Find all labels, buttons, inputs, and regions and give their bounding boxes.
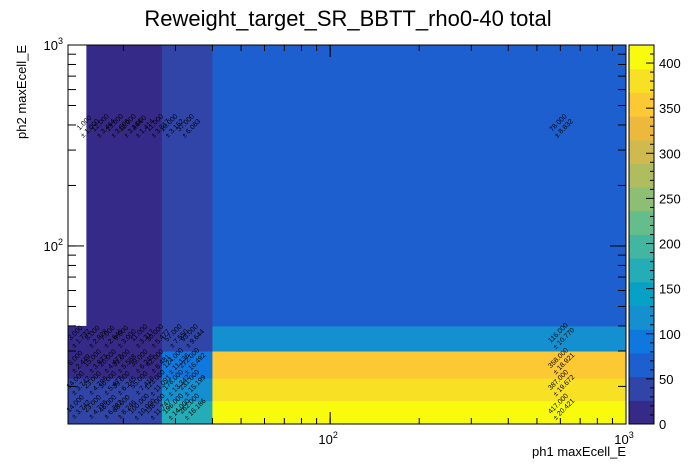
- colorbar-segment: [629, 376, 654, 401]
- colorbar-segment: [629, 352, 654, 378]
- colorbar-segment: [629, 210, 654, 235]
- colorbar-tick-label: 200: [659, 237, 681, 252]
- heatmap-cell: [161, 378, 213, 402]
- heatmap-cell: [212, 378, 627, 402]
- heatmap-cell: [212, 325, 627, 352]
- y-axis-ticks: 102 103: [44, 36, 626, 387]
- colorbar-tick-label: 50: [659, 372, 673, 387]
- colorbar-segment: [629, 400, 654, 425]
- heatmap-cell: [212, 45, 627, 327]
- colorbar-tick-label: 350: [659, 101, 681, 116]
- plot-frame: [67, 44, 627, 425]
- colorbar-tick-label: 400: [659, 56, 681, 71]
- heatmap-cell: [212, 400, 627, 425]
- heatmap-cell: [161, 325, 213, 352]
- heatmap-cell: [212, 351, 627, 379]
- heatmap-cell: [68, 378, 163, 402]
- colorbar-tick-label: 0: [659, 417, 666, 432]
- colorbar-segment: [629, 234, 654, 259]
- colorbar-segment: [629, 92, 654, 117]
- colorbar-tick-label: 300: [659, 146, 681, 161]
- heatmap-cell: [68, 400, 163, 425]
- heatmap-cell: [161, 400, 213, 425]
- y-tick-label: 103: [44, 36, 63, 53]
- y-tick-label: 102: [44, 237, 63, 254]
- heatmap-cell: [68, 351, 163, 379]
- colorbar-segment: [629, 329, 654, 354]
- heatmap-cell: [161, 45, 213, 327]
- colorbar-segment: [629, 45, 654, 70]
- colorbar-segment: [629, 258, 654, 283]
- x-axis-ticks: 102 103: [122, 45, 634, 447]
- empty-region: [68, 45, 87, 326]
- colorbar-segment: [629, 139, 654, 164]
- colorbar-segment: [629, 281, 654, 307]
- colorbar-segment: [629, 305, 654, 330]
- heatmap-cell: [68, 325, 163, 352]
- y-axis-label: ph2 maxEcell_E: [14, 45, 29, 139]
- colorbar-tick-label: 150: [659, 282, 681, 297]
- heatmap-cell: [161, 351, 213, 379]
- colorbar-segment: [629, 68, 654, 93]
- colorbar: 0 50 100 150 200 250 300 350 400: [628, 44, 681, 432]
- colorbar-tick-label: 100: [659, 327, 681, 342]
- colorbar-segment: [629, 116, 654, 141]
- colorbar-segment: [629, 163, 654, 188]
- colorbar-tick-label: 250: [659, 191, 681, 206]
- x-axis-label: ph1 maxEcell_E: [532, 444, 626, 459]
- x-tick-label: 102: [318, 430, 337, 447]
- chart-title: Reweight_target_SR_BBTT_rho0-40 total: [144, 6, 551, 31]
- colorbar-segment: [629, 187, 654, 212]
- heatmap-cells: [68, 45, 627, 425]
